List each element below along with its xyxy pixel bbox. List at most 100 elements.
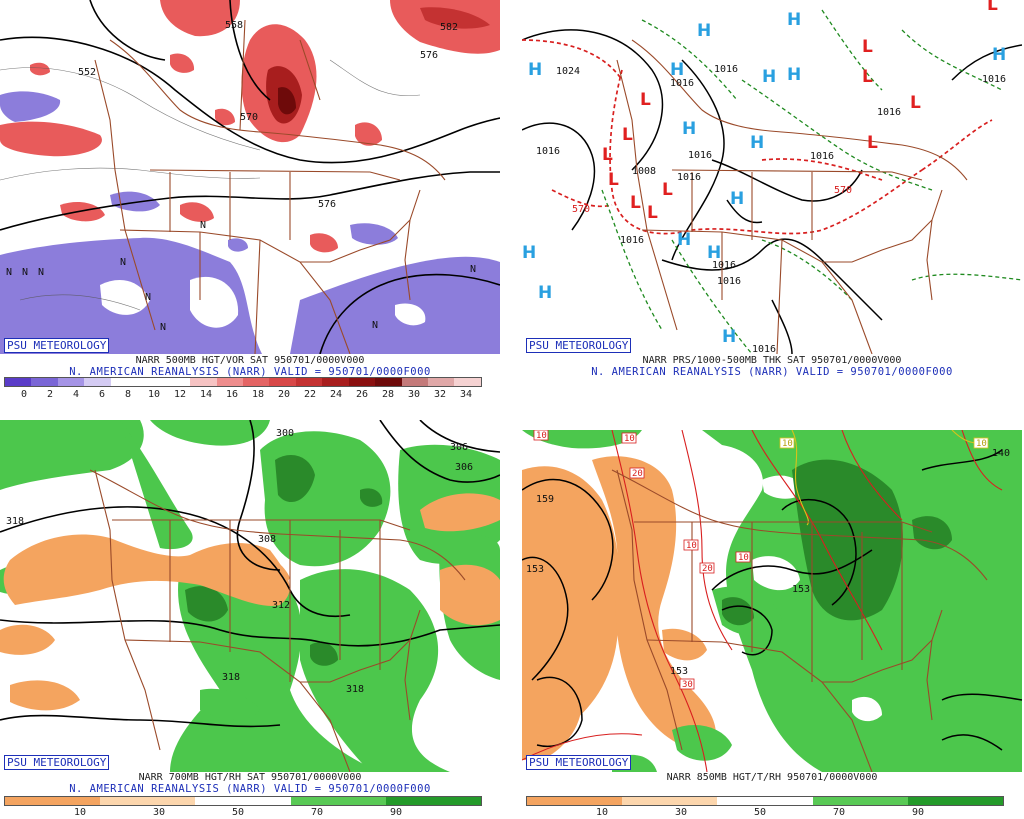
low-pressure-marker: L [910,93,921,113]
psu-meteorology-badge: PSU METEOROLOGY [4,755,110,770]
contour-label: 1016 [810,151,834,162]
contour-label: 1016 [536,146,560,157]
svg-text:N: N [120,257,126,268]
high-pressure-marker: H [682,119,696,139]
colorbar-tick: 10 [595,807,609,818]
map-title: NARR 700MB HGT/RH SAT 950701/0000V000 [138,772,362,783]
contour-label: 1016 [717,276,741,287]
contour-label: 312 [272,600,290,611]
low-pressure-marker: L [602,145,613,165]
contour-label: 570 [572,204,590,215]
colorbar-tick: 14 [199,389,213,400]
temperature-label: 20 [632,469,643,479]
psu-meteorology-badge: PSU METEOROLOGY [526,338,632,353]
high-pressure-marker: H [992,45,1006,65]
low-pressure-marker: L [647,203,658,223]
high-pressure-marker: H [707,243,721,263]
contour-label: 1008 [632,166,656,177]
svg-text:N: N [6,267,12,278]
colorbar-tick: 8 [124,389,132,400]
svg-text:N: N [38,267,44,278]
contour-label: 1016 [712,260,736,271]
contour-label: 1016 [877,107,901,118]
temperature-label: 10 [624,434,635,444]
panel-sfc-pressure-thickness: H H H H H H H H H H H H H H H L L L L L [522,0,1022,402]
psu-meteorology-badge: PSU METEOROLOGY [526,755,632,770]
low-pressure-marker: L [987,0,998,15]
svg-text:N: N [372,320,378,331]
contour-label: 552 [78,67,96,78]
map-subtitle: N. AMERICAN REANALYSIS (NARR) VALID = 95… [69,366,431,378]
contour-label: 582 [440,22,458,33]
temperature-label: 10 [686,541,697,551]
low-pressure-marker: L [640,90,651,110]
contour-label: 558 [225,20,243,31]
colorbar-tick: 24 [329,389,343,400]
svg-text:N: N [145,292,151,303]
contour-label: 576 [420,50,438,61]
contour-label: 1016 [677,172,701,183]
low-pressure-marker: L [630,193,641,213]
low-pressure-marker: L [622,125,633,145]
colorbar-tick: 26 [355,389,369,400]
low-pressure-marker: L [862,67,873,87]
contour-label: 570 [834,185,852,196]
rh-colorbar-ticks: 10 30 50 70 90 [526,807,1002,819]
colorbar-tick: 10 [147,389,161,400]
rh-colorbar [4,796,482,806]
svg-text:N: N [470,264,476,275]
contour-label: 159 [536,494,554,505]
low-pressure-marker: L [662,180,673,200]
high-pressure-marker: H [697,21,711,41]
high-pressure-marker: H [522,243,536,263]
contour-label: 1016 [620,235,644,246]
map-title: NARR 850MB HGT/T/RH 950701/0000V000 [666,772,878,783]
colorbar-tick: 6 [98,389,106,400]
colorbar-tick: 0 [20,389,28,400]
high-pressure-marker: H [528,60,542,80]
temperature-label: 20 [702,564,713,574]
panel-850mb-t-rh: 159 153 153 153 140 10 10 20 10 10 20 [522,430,1022,819]
high-pressure-marker: H [722,327,736,347]
high-pressure-marker: H [538,283,552,303]
map-700mb-rh: 300 306 308 318 312 318 318 306 [0,420,500,772]
colorbar-tick: 90 [911,807,925,818]
contour-label: 576 [318,199,336,210]
contour-label: 153 [526,564,544,575]
colorbar-tick: 50 [231,807,245,818]
vorticity-colorbar [4,377,482,387]
contour-label: 153 [792,584,810,595]
temperature-label: 10 [738,553,749,563]
map-subtitle: N. AMERICAN REANALYSIS (NARR) VALID = 95… [591,366,953,378]
contour-label: 318 [6,516,24,527]
colorbar-tick: 90 [389,807,403,818]
colorbar-tick: 2 [46,389,54,400]
temperature-label: 10 [976,439,987,449]
contour-label: 1016 [688,150,712,161]
high-pressure-marker: H [787,65,801,85]
high-pressure-marker: H [750,133,764,153]
svg-text:N: N [160,322,166,333]
svg-text:N: N [22,267,28,278]
colorbar-tick: 50 [753,807,767,818]
contour-label: 306 [455,462,473,473]
colorbar-tick: 10 [73,807,87,818]
high-pressure-marker: H [730,189,744,209]
panel-700mb-rh: 300 306 308 318 312 318 318 306 PSU METE… [0,420,500,819]
colorbar-tick: 28 [381,389,395,400]
map-title: NARR 500MB HGT/VOR SAT 950701/0000V000 [135,355,365,366]
colorbar-tick: 70 [310,807,324,818]
contour-label: 1016 [982,74,1006,85]
contour-label: 140 [992,448,1010,459]
contour-label: 306 [450,442,468,453]
contour-label: 318 [346,684,364,695]
colorbar-tick: 20 [277,389,291,400]
map-subtitle: N. AMERICAN REANALYSIS (NARR) VALID = 95… [69,783,431,795]
high-pressure-marker: H [762,67,776,87]
vorticity-colorbar-ticks: 0 2 4 6 8 10 12 14 16 18 20 22 24 26 28 … [4,389,480,401]
contour-label: 318 [222,672,240,683]
temperature-label: 10 [782,439,793,449]
contour-label: 300 [276,428,294,439]
